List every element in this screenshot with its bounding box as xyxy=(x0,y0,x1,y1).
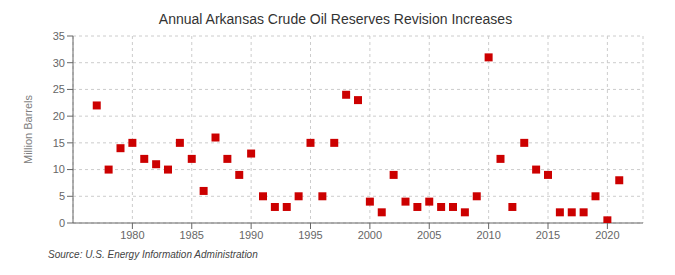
svg-text:10: 10 xyxy=(53,163,65,175)
svg-text:1990: 1990 xyxy=(239,229,263,241)
svg-text:Million Barrels: Million Barrels xyxy=(22,94,34,164)
svg-text:35: 35 xyxy=(53,30,65,42)
svg-text:2005: 2005 xyxy=(417,229,441,241)
svg-text:5: 5 xyxy=(59,190,65,202)
svg-text:2000: 2000 xyxy=(358,229,382,241)
svg-text:1980: 1980 xyxy=(120,229,144,241)
html-text:Annual Arkansas Crude Oil Rese: Annual Arkansas Crude Oil Reserves Revis… xyxy=(158,11,513,27)
html-text:Source: U.S. Energy Informatio: Source: U.S. Energy Information Administ… xyxy=(48,249,258,260)
svg-text:15: 15 xyxy=(53,137,65,149)
svg-text:1995: 1995 xyxy=(298,229,322,241)
svg-text:2015: 2015 xyxy=(536,229,560,241)
svg-text:25: 25 xyxy=(53,83,65,95)
svg-text:30: 30 xyxy=(53,57,65,69)
svg-text:20: 20 xyxy=(53,110,65,122)
svg-text:2010: 2010 xyxy=(476,229,500,241)
svg-text:2020: 2020 xyxy=(595,229,619,241)
svg-text:0: 0 xyxy=(59,217,65,229)
svg-text:1985: 1985 xyxy=(180,229,204,241)
